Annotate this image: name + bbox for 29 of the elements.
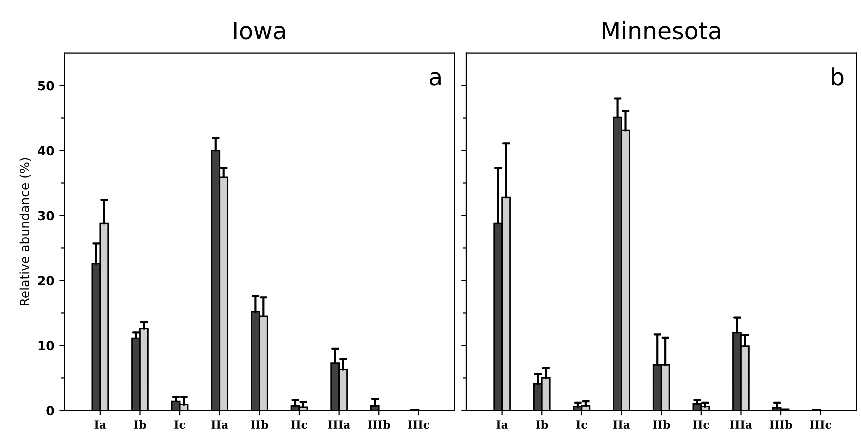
chart-title: Iowa bbox=[234, 22, 286, 40]
x-tick-label: Ic bbox=[174, 420, 186, 430]
y-tick-label: 0 bbox=[46, 406, 54, 416]
y-tick-label: 30 bbox=[38, 211, 54, 221]
x-tick-label: IIIa bbox=[328, 420, 350, 430]
annotation: b bbox=[832, 68, 844, 86]
x-tick-label: Ib bbox=[134, 420, 146, 430]
x-tick-label: IIb bbox=[251, 420, 268, 430]
x-tick-label: IIb bbox=[653, 420, 670, 430]
annotation: a bbox=[430, 72, 441, 86]
x-tick-label: IIIc bbox=[408, 420, 430, 430]
x-tick-label: IIc bbox=[291, 420, 308, 430]
x-tick-label: Ib bbox=[536, 420, 548, 430]
x-tick-label: IIc bbox=[693, 420, 710, 430]
x-tick-label: Ia bbox=[94, 420, 106, 430]
x-tick-label: IIIc bbox=[810, 420, 832, 430]
x-tick-label: IIIb bbox=[368, 420, 390, 430]
y-tick-label: 50 bbox=[38, 81, 54, 91]
x-tick-label: IIa bbox=[614, 420, 630, 430]
x-tick-label: Ia bbox=[496, 420, 508, 430]
y-tick-label: 40 bbox=[38, 146, 54, 156]
y-tick-label: 10 bbox=[38, 341, 54, 351]
chart-title: Minnesota bbox=[602, 21, 720, 40]
y-axis-title: Relative abundance (%) bbox=[20, 158, 31, 306]
x-tick-label: IIIa bbox=[730, 420, 752, 430]
x-tick-label: Ic bbox=[576, 420, 588, 430]
x-tick-label: IIIb bbox=[770, 420, 792, 430]
y-tick-label: 20 bbox=[38, 276, 54, 286]
x-tick-label: IIa bbox=[212, 420, 228, 430]
